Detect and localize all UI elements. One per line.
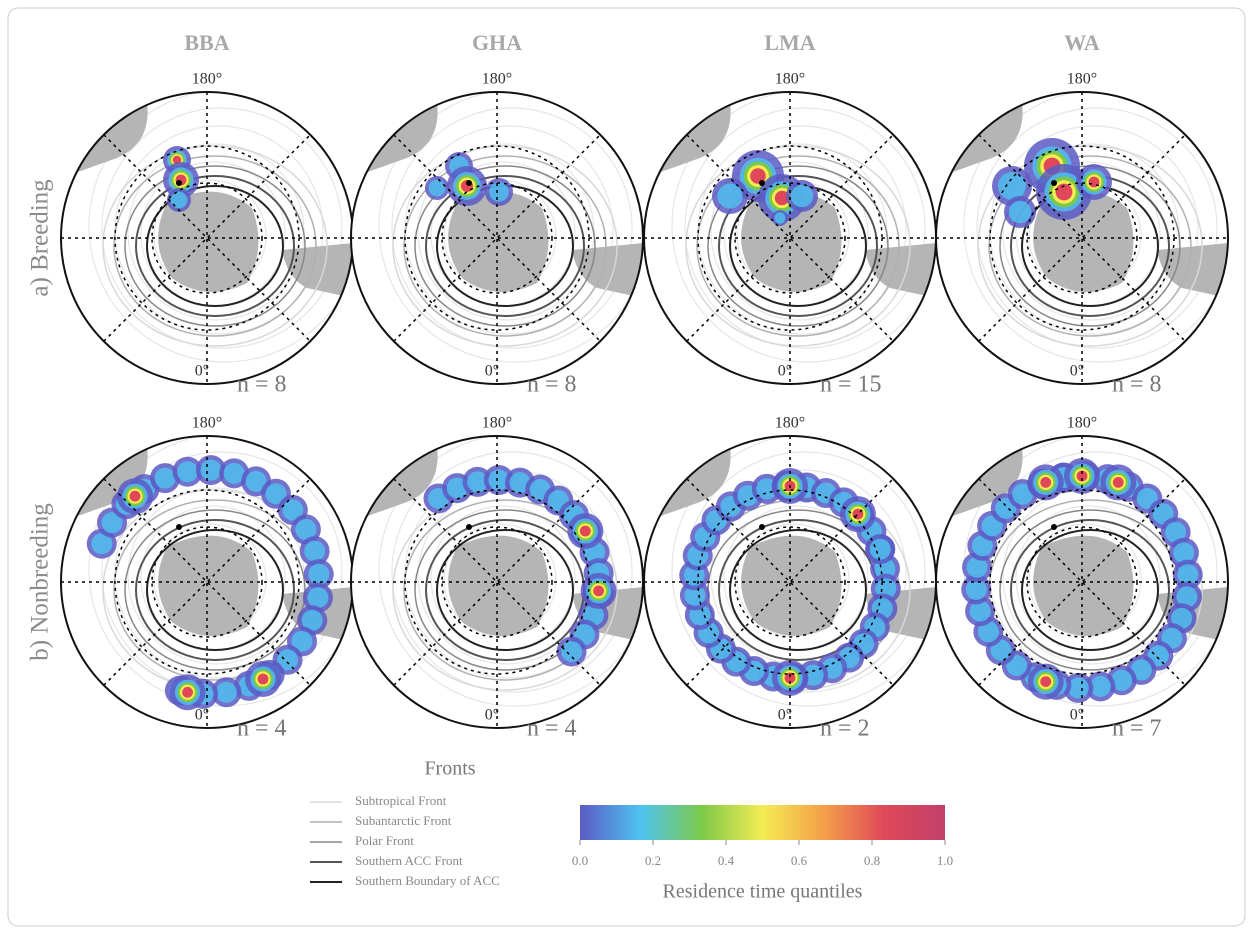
legend-label: Subtropical Front	[355, 793, 447, 808]
row-label: b) Nonbreeding	[27, 503, 54, 661]
heat	[791, 185, 813, 207]
antarctica	[448, 192, 548, 292]
heat	[258, 674, 269, 685]
lon-label-bottom: 0°	[778, 707, 792, 724]
lon-label-bottom: 0°	[485, 363, 499, 380]
legend-label: Subantarctic Front	[355, 813, 452, 828]
lon-label-bottom: 0°	[195, 707, 209, 724]
colorbar-tick-label: 0.4	[718, 853, 735, 868]
lon-label-bottom: 0°	[778, 363, 792, 380]
species-header: BBA	[184, 30, 229, 55]
heat	[1113, 477, 1124, 488]
heat	[774, 212, 785, 223]
sample-size: n = 4	[527, 716, 577, 742]
colorbar-title: Residence time quantiles	[663, 881, 863, 903]
lon-label-top: 180°	[192, 71, 222, 88]
colony	[759, 180, 765, 186]
sample-size: n = 8	[527, 372, 577, 398]
heat	[130, 491, 141, 502]
lon-label-bottom: 0°	[1070, 363, 1084, 380]
colony	[466, 180, 472, 186]
heat	[200, 460, 221, 481]
heat	[1009, 201, 1031, 223]
sample-size: n = 15	[820, 372, 882, 398]
lon-label-top: 180°	[1067, 415, 1097, 432]
lon-label-top: 180°	[775, 71, 805, 88]
heat	[1040, 676, 1051, 687]
legend-title: Fronts	[424, 758, 475, 780]
heat	[1040, 477, 1051, 488]
colony	[759, 524, 765, 530]
heat	[177, 461, 198, 482]
heat	[998, 172, 1026, 200]
species-header: GHA	[472, 30, 522, 55]
sample-size: n = 8	[237, 372, 287, 398]
antarctica	[1033, 536, 1133, 636]
heat	[870, 539, 891, 560]
colony	[1051, 524, 1057, 530]
colony	[466, 524, 472, 530]
colorbar	[580, 805, 945, 840]
lon-label-top: 180°	[482, 71, 512, 88]
heat	[155, 468, 176, 489]
lon-label-top: 180°	[775, 415, 805, 432]
heat	[216, 682, 237, 703]
lon-label-bottom: 0°	[1070, 707, 1084, 724]
sample-size: n = 7	[1112, 716, 1162, 742]
lon-label-bottom: 0°	[195, 363, 209, 380]
species-header: WA	[1064, 30, 1100, 55]
antarctica	[448, 536, 548, 636]
heat	[308, 564, 329, 585]
heat	[182, 687, 193, 698]
colorbar-tick-label: 0.8	[864, 853, 880, 868]
heat	[489, 182, 509, 202]
colorbar-tick-label: 0.0	[572, 853, 588, 868]
sample-size: n = 8	[1112, 372, 1162, 398]
colony	[1051, 180, 1057, 186]
heat	[171, 192, 188, 209]
antarctica	[158, 536, 258, 636]
sample-size: n = 2	[820, 716, 870, 742]
heat	[561, 641, 582, 662]
heat	[580, 526, 591, 537]
lon-label-top: 180°	[482, 415, 512, 432]
colorbar-tick-label: 0.6	[791, 853, 808, 868]
figure: BBA GHA LMA WA a) Breeding 180° 0° n = 8 180° 0° n…	[0, 0, 1253, 934]
lon-label-bottom: 0°	[485, 707, 499, 724]
colorbar-tick-label: 1.0	[937, 853, 953, 868]
heat	[307, 587, 328, 608]
heat	[304, 541, 325, 562]
colony	[176, 180, 182, 186]
legend-label: Polar Front	[355, 833, 414, 848]
heat	[717, 183, 742, 208]
lon-label-top: 180°	[192, 415, 222, 432]
antarctica	[741, 536, 841, 636]
row-label: a) Breeding	[27, 179, 54, 297]
heat	[429, 180, 446, 197]
species-header: LMA	[764, 30, 815, 55]
colony	[176, 524, 182, 530]
heat	[593, 585, 604, 596]
lon-label-top: 180°	[1067, 71, 1097, 88]
sample-size: n = 4	[237, 716, 287, 742]
legend-label: Southern Boundary of ACC	[355, 873, 500, 888]
legend-label: Southern ACC Front	[355, 853, 463, 868]
colorbar-tick-label: 0.2	[645, 853, 661, 868]
